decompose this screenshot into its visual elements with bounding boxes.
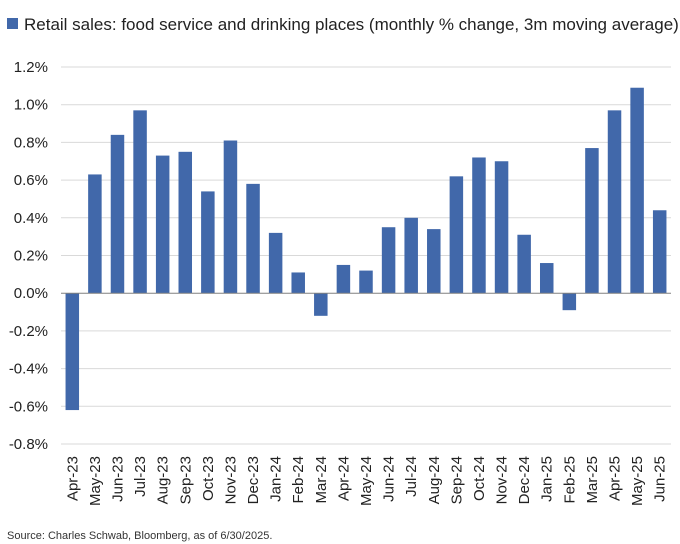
x-tick-label: Apr-23 (64, 456, 81, 501)
bar (607, 110, 622, 294)
bar (539, 263, 554, 294)
y-tick-label: -0.6% (9, 398, 48, 415)
y-tick-label: 1.0% (14, 97, 48, 114)
bar (630, 87, 644, 294)
x-tick-label: Aug-24 (426, 456, 443, 504)
y-tick-label: 0.0% (14, 285, 48, 302)
legend-swatch (7, 18, 18, 29)
bar (359, 270, 373, 294)
x-tick-label: May-25 (629, 456, 646, 506)
x-tick-label: Sep-24 (448, 456, 465, 504)
bar (427, 229, 441, 294)
legend: Retail sales: food service and drinking … (7, 15, 679, 34)
y-tick-label: 0.6% (14, 172, 48, 189)
bar (585, 148, 599, 294)
x-tick-label: Jul-24 (403, 456, 420, 497)
x-tick-label: Nov-23 (222, 456, 239, 504)
bar (178, 151, 193, 294)
x-tick-label: Oct-24 (471, 456, 488, 501)
x-tick-label: Apr-25 (607, 456, 624, 501)
y-tick-label: 0.8% (14, 134, 48, 151)
bar (562, 293, 577, 311)
y-tick-label: 1.2% (14, 59, 48, 76)
y-axis-ticks: 1.2% 1.0% 0.8% 0.6% 0.4% 0.2% 0.0% -0.2% -0.4% -0… (9, 59, 48, 453)
x-tick-label: Sep-23 (177, 456, 194, 504)
x-tick-label: Nov-24 (494, 456, 511, 504)
x-tick-label: Jun-25 (652, 456, 669, 502)
bar (404, 217, 418, 294)
bar (449, 176, 464, 294)
bar (110, 134, 125, 294)
x-tick-label: Jan-25 (539, 456, 556, 502)
x-tick-label: Mar-25 (584, 456, 601, 504)
bar (494, 161, 509, 294)
y-tick-label: -0.4% (9, 361, 48, 378)
x-tick-label: Mar-24 (313, 456, 330, 504)
x-tick-label: Feb-24 (290, 456, 307, 504)
gridlines (61, 66, 671, 445)
bar (201, 191, 215, 294)
y-tick-label: -0.8% (9, 436, 48, 453)
bar (223, 140, 238, 294)
bar (246, 183, 260, 294)
bar (381, 227, 396, 294)
x-tick-label: Aug-23 (155, 456, 172, 504)
x-tick-label: Dec-24 (516, 456, 533, 504)
bar (133, 110, 147, 294)
bar (652, 210, 667, 294)
bar (268, 232, 283, 294)
x-tick-label: Jun-24 (381, 456, 398, 502)
bar (314, 293, 328, 316)
bar (291, 272, 305, 294)
bar (155, 155, 170, 294)
x-tick-label: Feb-25 (561, 456, 578, 504)
bar (88, 174, 102, 294)
source-note: Source: Charles Schwab, Bloomberg, as of… (7, 530, 272, 542)
x-tick-label: Oct-23 (200, 456, 217, 501)
x-tick-label: May-24 (358, 456, 375, 506)
y-tick-label: 0.2% (14, 248, 48, 265)
x-tick-label: Jul-23 (132, 456, 149, 497)
x-tick-label: Dec-23 (245, 456, 262, 504)
legend-label: Retail sales: food service and drinking … (24, 15, 679, 34)
x-tick-label: May-23 (87, 456, 104, 506)
bar (336, 264, 351, 294)
bar (65, 293, 80, 411)
bar (472, 157, 486, 294)
x-tick-label: Apr-24 (335, 456, 352, 501)
y-tick-label: -0.2% (9, 323, 48, 340)
x-tick-label: Jan-24 (268, 456, 285, 502)
bars (65, 87, 667, 411)
y-tick-label: 0.4% (14, 210, 48, 227)
x-axis-ticks: Apr-23 May-23 Jun-23 Jul-23 Aug-23 Sep-23 Oct-… (64, 456, 668, 506)
bar (517, 234, 531, 294)
x-tick-label: Jun-23 (109, 456, 126, 502)
